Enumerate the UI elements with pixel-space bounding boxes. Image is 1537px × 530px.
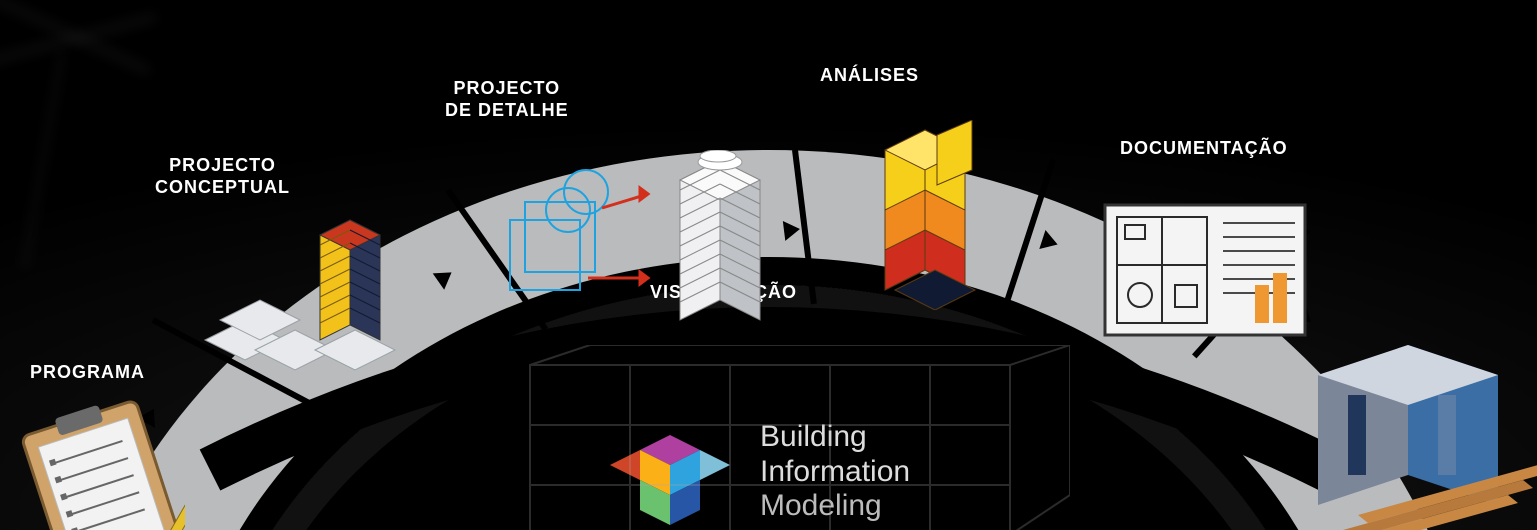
stage-icon-conceptual	[185, 210, 445, 385]
stage-icon-programa	[15, 400, 185, 530]
stage-icon-documentacao	[1095, 195, 1315, 350]
stage-label-conceptual: PROJECTO CONCEPTUAL	[155, 155, 290, 198]
stage-label-programa: PROGRAMA	[30, 362, 145, 384]
stage-icon-detalhe	[490, 150, 790, 345]
stage-label-analises: ANÁLISES	[820, 65, 919, 87]
stage-label-documentacao: DOCUMENTAÇÃO	[1120, 138, 1288, 160]
stage-icon-analises	[835, 120, 1005, 315]
stage-icon-fabricacao	[1288, 345, 1537, 530]
stage-label-detalhe: PROJECTO DE DETALHE	[445, 78, 569, 121]
bg-wireframe-building	[470, 345, 1070, 530]
bim-lifecycle-infographic: VISUALIZAÇÃO PROGRAMA	[0, 0, 1537, 530]
